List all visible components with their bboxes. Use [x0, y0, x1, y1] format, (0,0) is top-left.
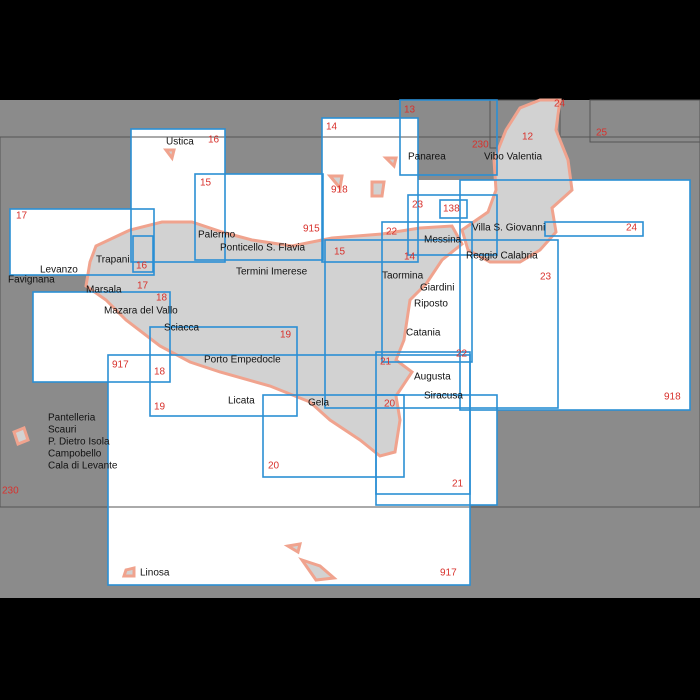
- chart-number: 21: [380, 357, 392, 368]
- chart-number: 230: [472, 140, 489, 151]
- place: Riposto: [414, 299, 448, 310]
- place: Sciacca: [164, 323, 199, 334]
- chart-number: 138: [443, 204, 460, 215]
- place: Termini Imerese: [236, 267, 308, 278]
- chart-number: 22: [386, 227, 398, 238]
- place: Campobello: [48, 449, 102, 460]
- chart-number: 15: [334, 247, 346, 258]
- chart-number: 17: [137, 281, 149, 292]
- chart-number: 21: [452, 479, 464, 490]
- place: Messina: [424, 235, 462, 246]
- grid-frames: [0, 99, 700, 508]
- chart-number: 16: [208, 135, 220, 146]
- place: Taormina: [382, 271, 424, 282]
- chart-number: 23: [412, 200, 424, 211]
- place: Cala di Levante: [48, 461, 118, 472]
- place: Licata: [228, 396, 255, 407]
- land: [12, 98, 574, 582]
- chart-number: 13: [404, 105, 416, 116]
- place: Siracusa: [424, 391, 463, 402]
- place-labels: Ustica Panarea Vibo Valentia Palermo Pon…: [8, 137, 545, 579]
- chart-number: 19: [154, 402, 166, 413]
- place: Augusta: [414, 372, 451, 383]
- place: Porto Empedocle: [204, 355, 281, 366]
- place: Villa S. Giovanni: [472, 223, 545, 234]
- chart-numbers: 13 24 12 25 230 16 14 15 918 915 23 138 …: [2, 99, 681, 579]
- place: Giardini: [420, 283, 454, 294]
- chart-number: 18: [156, 293, 168, 304]
- place: Ustica: [166, 137, 194, 148]
- place: Linosa: [140, 568, 170, 579]
- chart-number: 14: [404, 252, 416, 263]
- chart-number: 230: [2, 486, 19, 497]
- place: Levanzo: [40, 265, 78, 276]
- chart-number: 18: [154, 367, 166, 378]
- chart-number: 20: [384, 399, 396, 410]
- place: Marsala: [86, 285, 122, 296]
- place: P. Dietro Isola: [48, 437, 110, 448]
- place: Gela: [308, 398, 330, 409]
- chart-number: 17: [16, 211, 28, 222]
- chart-number: 15: [200, 178, 212, 189]
- place: Ponticello S. Flavia: [220, 243, 305, 254]
- chart-number: 917: [112, 360, 129, 371]
- chart-number: 918: [331, 185, 348, 196]
- chart-number: 12: [522, 132, 534, 143]
- place: Vibo Valentia: [484, 152, 542, 163]
- place: Catania: [406, 328, 441, 339]
- place: Palermo: [198, 230, 236, 241]
- place: Panarea: [408, 152, 446, 163]
- chart-number: 22: [456, 349, 468, 360]
- place: Reggio Calabria: [466, 251, 538, 262]
- place: Favignana: [8, 275, 55, 286]
- chart-number: 918: [664, 392, 681, 403]
- place: Trapani: [96, 255, 130, 266]
- chart-number: 25: [596, 128, 608, 139]
- chart-frames: [9, 99, 691, 586]
- chart-number: 16: [136, 261, 148, 272]
- chart-number: 23: [540, 272, 552, 283]
- chart-number: 19: [280, 330, 292, 341]
- chart-number: 24: [626, 223, 638, 234]
- chart-number: 14: [326, 122, 338, 133]
- place: Scauri: [48, 425, 76, 436]
- place: Mazara del Vallo: [104, 306, 178, 317]
- chart-number: 20: [268, 461, 280, 472]
- chart-number: 917: [440, 568, 457, 579]
- chart-number: 24: [554, 99, 566, 110]
- place: Pantelleria: [48, 413, 96, 424]
- chart-number: 915: [303, 224, 320, 235]
